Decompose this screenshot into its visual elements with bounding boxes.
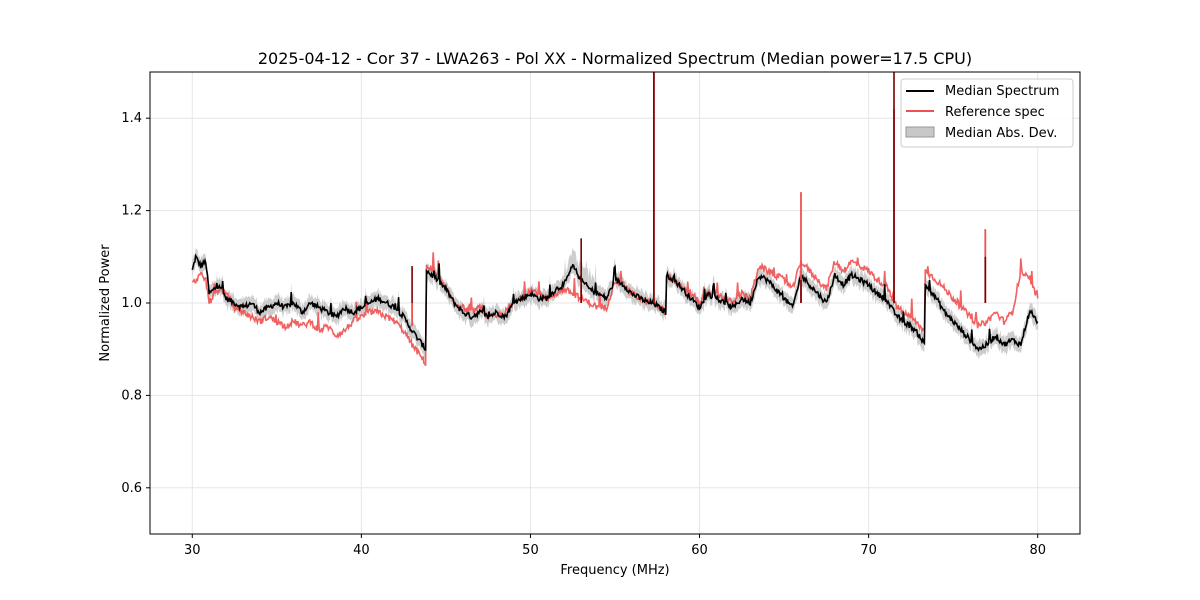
legend-box [900, 78, 1074, 148]
median-spectrum-line [191, 253, 1039, 353]
median-spectrum-series [191, 253, 1039, 353]
y-tick-label: 0.6 [121, 481, 142, 496]
y-tick-label: 0.8 [121, 388, 142, 403]
x-axis-label: Frequency (MHz) [560, 563, 669, 578]
legend-reference-label: Reference spec [945, 105, 1045, 120]
legend-median-label: Median Spectrum [945, 84, 1059, 99]
x-tick-label: 70 [860, 543, 877, 558]
x-tick-label: 40 [353, 543, 370, 558]
y-tick-label: 1.0 [121, 296, 142, 311]
y-axis-label: Normalized Power [98, 244, 113, 362]
x-tick-label: 80 [1029, 543, 1046, 558]
y-tick-label: 1.4 [121, 111, 142, 126]
chart-title: 2025-04-12 - Cor 37 - LWA263 - Pol XX - … [258, 49, 972, 68]
reference-spec-series [191, 252, 1039, 367]
legend: Median Spectrum Reference spec Median Ab… [900, 78, 1074, 148]
rfi-spikes [411, 72, 987, 327]
axis-ticks: 30 40 50 60 70 80 0.6 0.8 1.0 1.2 1.4 [121, 111, 1046, 558]
legend-mad-label: Median Abs. Dev. [945, 126, 1057, 141]
reference-spec-line [191, 252, 1039, 367]
legend-mad-swatch [905, 126, 935, 138]
x-tick-label: 30 [184, 543, 201, 558]
x-tick-label: 60 [691, 543, 708, 558]
x-tick-label: 50 [522, 543, 539, 558]
y-tick-label: 1.2 [121, 204, 142, 219]
